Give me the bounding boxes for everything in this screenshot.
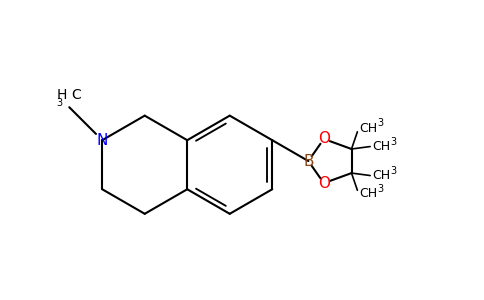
Text: 3: 3	[391, 166, 397, 176]
Text: H: H	[57, 88, 67, 102]
Text: 3: 3	[378, 184, 384, 194]
Text: O: O	[318, 131, 330, 146]
Text: C: C	[72, 88, 81, 102]
Text: B: B	[303, 154, 314, 169]
Text: 3: 3	[391, 136, 397, 146]
Text: O: O	[318, 176, 330, 191]
Text: 3: 3	[56, 98, 62, 108]
Text: CH: CH	[359, 187, 377, 200]
Text: 3: 3	[378, 118, 384, 128]
Text: N: N	[96, 133, 108, 148]
Text: CH: CH	[372, 140, 390, 153]
Text: CH: CH	[359, 122, 377, 135]
Text: CH: CH	[372, 169, 390, 182]
